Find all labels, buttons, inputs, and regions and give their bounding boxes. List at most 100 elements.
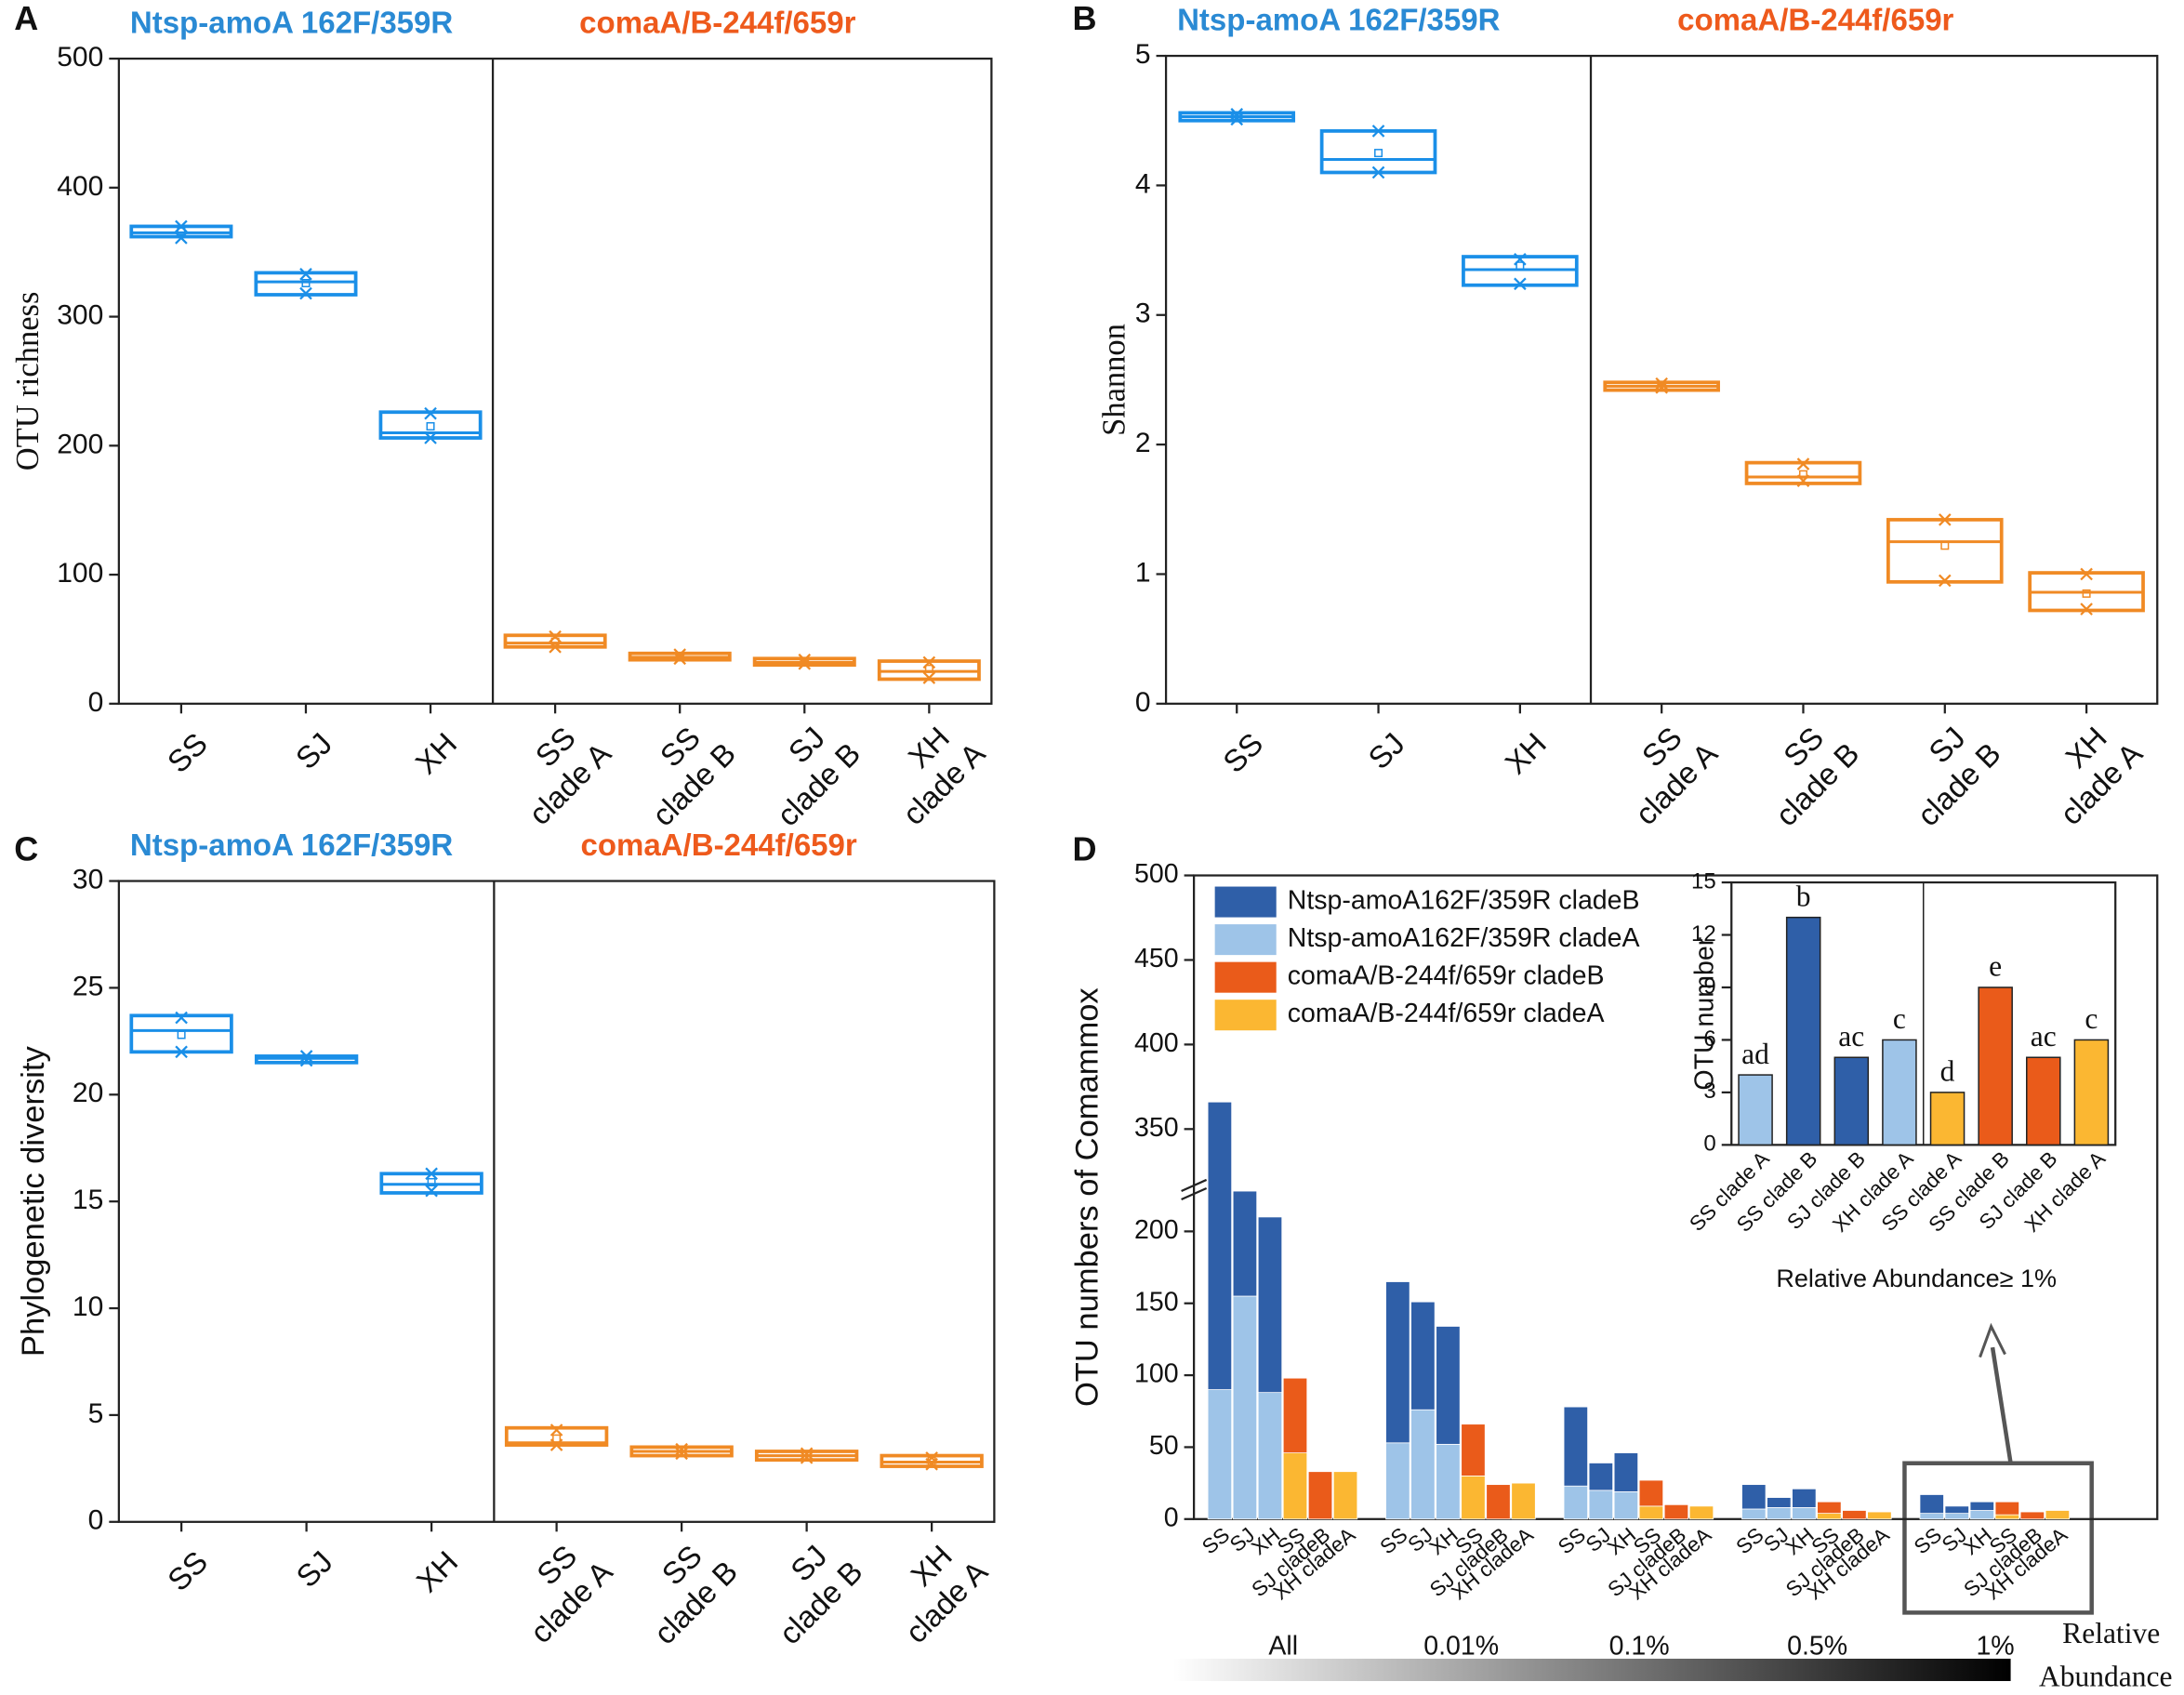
bar-segment (1638, 1505, 1664, 1520)
x-tick-label-line: SS (1216, 726, 1269, 779)
bar-segment (1588, 1463, 1613, 1491)
y-tick-label: 0 (1703, 1132, 1715, 1157)
y-tick-label: 6 (1703, 1026, 1715, 1052)
extreme-low (800, 1451, 814, 1464)
y-tick-label: 15 (73, 1185, 103, 1215)
box (1319, 129, 1437, 175)
y-tick-label: 0 (1164, 1503, 1179, 1532)
x-tick-label: XH (410, 1544, 465, 1599)
bar-segment (1944, 1513, 1969, 1520)
x-tick-label-line: XH (410, 1544, 465, 1599)
bar-segment (1817, 1501, 1842, 1514)
group-label: All (1268, 1631, 1298, 1661)
extreme-low (175, 1045, 188, 1059)
mean (2082, 589, 2091, 598)
extreme-low (798, 657, 812, 670)
y-tick-label: 9 (1703, 973, 1715, 999)
mean (177, 227, 186, 236)
x-tick-label: XH (409, 726, 464, 781)
group-label: 0.1% (1609, 1631, 1670, 1661)
bar-segment (1688, 1505, 1714, 1520)
extreme-high (1796, 457, 1810, 470)
y-tick-label: 200 (1134, 1215, 1179, 1245)
y-axis-label: Shannon (1096, 324, 1132, 436)
extreme-high (299, 267, 312, 281)
bar-segment (1563, 1485, 1588, 1520)
extreme-low (175, 232, 188, 245)
significance-letter: ad (1741, 1038, 1769, 1070)
bar-segment (1792, 1488, 1817, 1508)
bar-segment (1461, 1476, 1486, 1520)
bar (1978, 987, 2013, 1146)
y-tick-label: 3 (1703, 1079, 1715, 1104)
legend-label: comaA/B-244f/659r cladeA (1288, 999, 1605, 1028)
legend-label: Ntsp-amoA162F/359R cladeB (1288, 886, 1640, 916)
bar-segment (1663, 1503, 1689, 1520)
y-tick-label: 30 (73, 864, 103, 894)
extreme-low (1796, 474, 1810, 487)
bar-segment (1257, 1392, 1283, 1520)
arrow (1990, 1346, 2013, 1464)
x-tick-label: SS (161, 1544, 214, 1597)
extreme-high (925, 1451, 938, 1464)
y-axis-label: OTU richness (10, 292, 46, 471)
y-tick-label: 200 (57, 429, 103, 459)
bar-segment (1944, 1505, 1969, 1514)
bar-segment (1842, 1510, 1867, 1520)
extreme-low (1371, 166, 1385, 179)
extreme-low (1938, 574, 1952, 588)
mean (426, 422, 435, 431)
extreme-high (675, 1442, 688, 1456)
panel-label: C (14, 830, 38, 868)
bar-segment (1207, 1389, 1233, 1520)
x-tick-label-line: XH (1498, 726, 1553, 781)
legend-label: Ntsp-amoA162F/359R cladeA (1288, 923, 1640, 953)
mean (924, 664, 933, 673)
extreme-low (2080, 603, 2093, 616)
bar (1785, 916, 1821, 1146)
legend-swatch (1214, 886, 1277, 918)
bar-segment (1994, 1514, 2019, 1520)
bar-segment (1282, 1452, 1308, 1520)
bar-segment (1410, 1409, 1436, 1520)
y-axis-label: OTU numbers of Comammox (1070, 987, 1105, 1407)
significance-letter: ac (2031, 1020, 2057, 1053)
x-tick-label-line: XH (409, 726, 464, 781)
extreme-high (175, 1011, 188, 1025)
x-tick-label-line: SJ (289, 726, 338, 775)
bar-segment (1436, 1326, 1461, 1445)
legend-swatch (1214, 1000, 1277, 1031)
mean (1940, 541, 1950, 550)
plot-frame (117, 57, 993, 705)
bar-segment (1817, 1513, 1842, 1520)
extreme-high (1230, 107, 1244, 121)
mean (1516, 261, 1525, 271)
bar-segment (1969, 1510, 1994, 1520)
bar-segment (1919, 1513, 1944, 1520)
mean (550, 637, 560, 646)
bar (1833, 1056, 1870, 1146)
y-tick-label: 100 (1134, 1359, 1179, 1389)
bar-segment (1436, 1443, 1461, 1520)
mean (177, 1030, 186, 1040)
extreme-low (673, 652, 686, 666)
significance-letter: c (1893, 1002, 1906, 1035)
extreme-low (424, 431, 437, 444)
bar-segment (1867, 1511, 1892, 1520)
extreme-high (673, 648, 686, 661)
bar-segment (1232, 1190, 1258, 1297)
extreme-high (798, 653, 812, 667)
bar-segment (1307, 1471, 1333, 1520)
bar (2073, 1039, 2110, 1146)
extreme-high (424, 406, 437, 420)
x-tick-label: SJ (1361, 726, 1410, 775)
y-tick-label: 5 (1135, 39, 1151, 70)
significance-letter: b (1796, 880, 1811, 912)
bar-segment (1232, 1295, 1258, 1520)
arrow-head (1979, 1322, 2006, 1358)
